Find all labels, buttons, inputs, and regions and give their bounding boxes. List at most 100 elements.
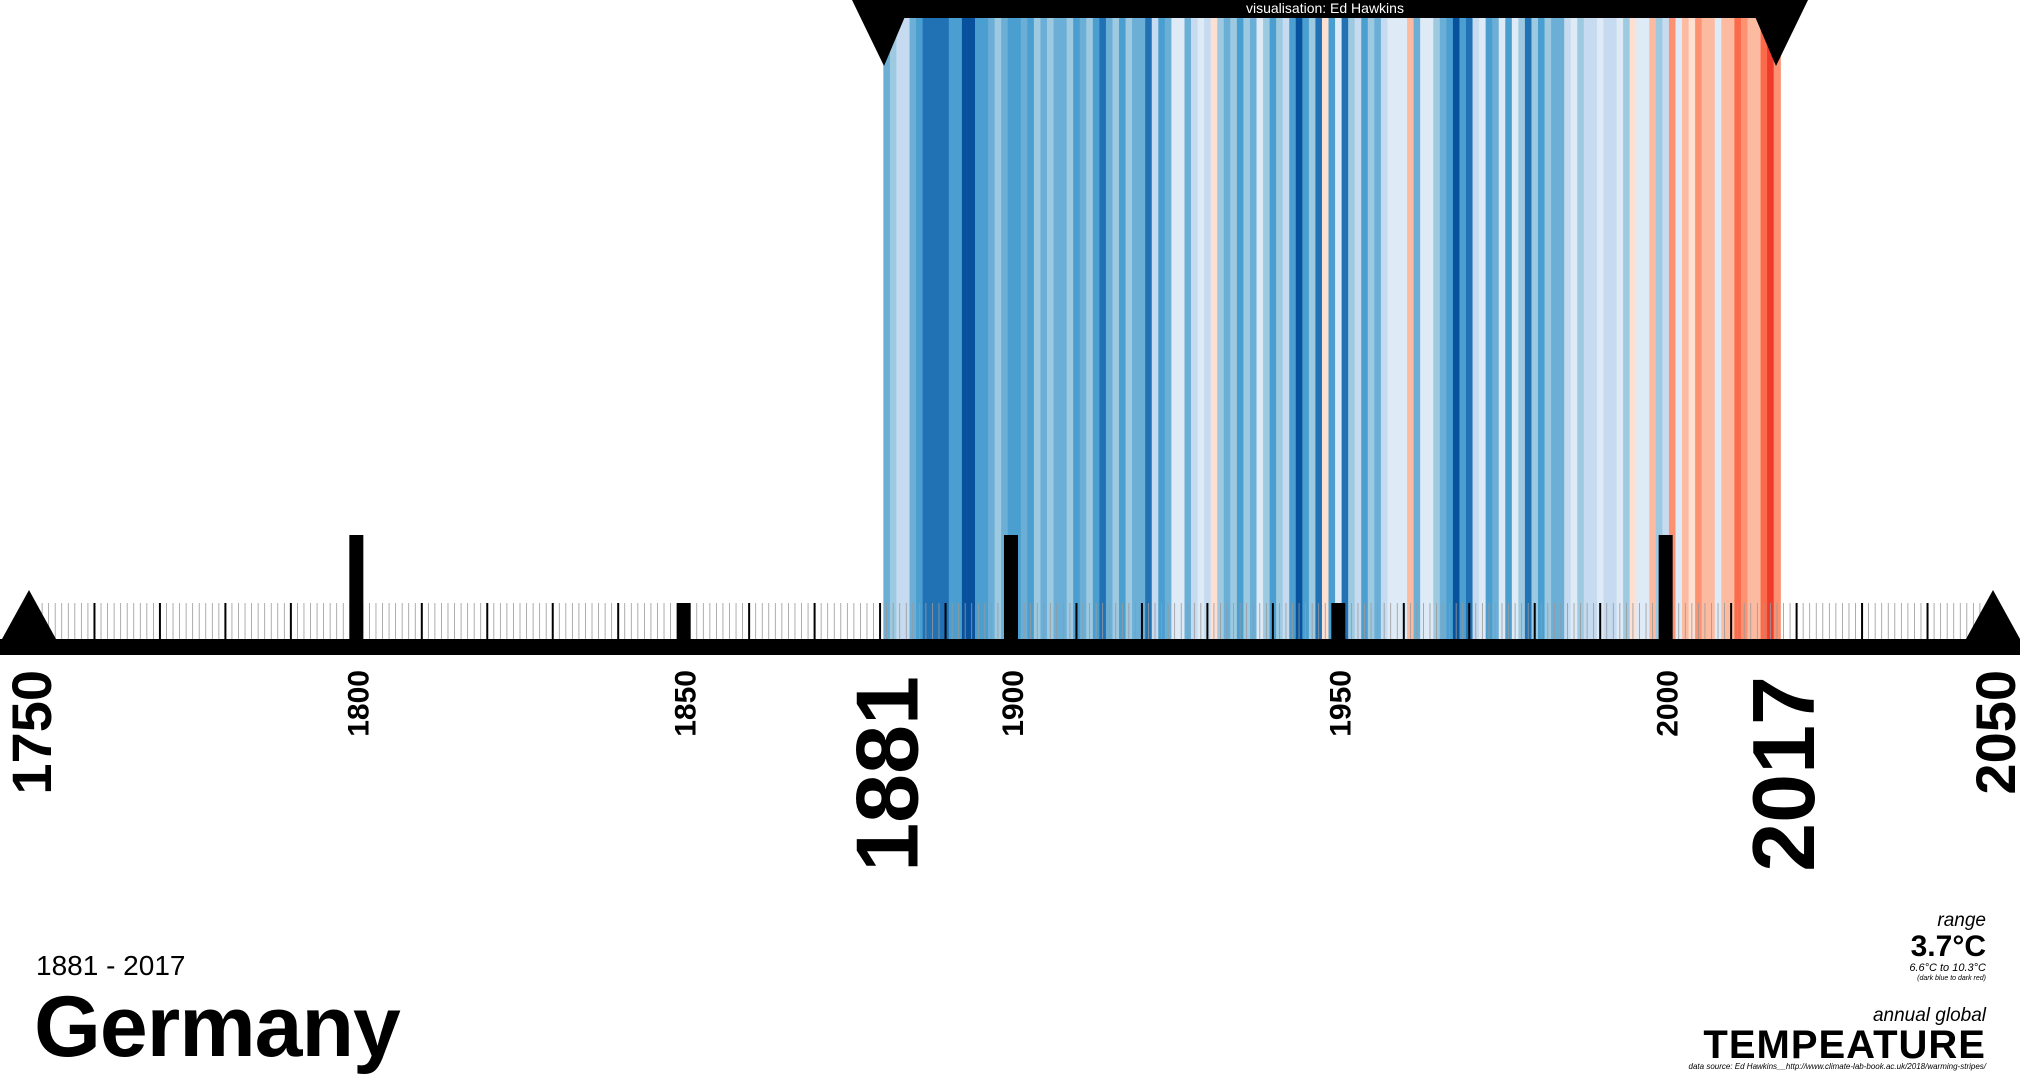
stripe-1975 [1498, 18, 1506, 639]
stripe-2015 [1760, 18, 1768, 639]
stripe-1981 [1538, 18, 1546, 639]
stripe-1921 [1145, 18, 1153, 639]
stripe-1912 [1086, 18, 1094, 639]
stripe-1885 [909, 18, 917, 639]
stripe-1980 [1531, 18, 1539, 639]
stripe-1974 [1492, 18, 1500, 639]
stripe-1918 [1125, 18, 1133, 639]
stripe-1901 [1014, 18, 1022, 639]
stripe-1992 [1610, 18, 1618, 639]
timeline-minor-ticks [35, 603, 1987, 639]
axis-start-arrow-icon [2, 590, 56, 639]
left-bracket-triangle [852, 0, 912, 66]
stripe-1947 [1315, 18, 1323, 639]
stripe-1931 [1210, 18, 1218, 639]
stripe-1963 [1420, 18, 1428, 639]
stripe-1932 [1217, 18, 1225, 639]
stripe-1897 [988, 18, 996, 639]
stripe-2007 [1708, 18, 1716, 639]
range-label: range [1937, 910, 1986, 931]
stripe-1904 [1033, 18, 1042, 639]
stripes-top-bar [852, 0, 1808, 18]
major-tick-1950 [1331, 603, 1346, 639]
stripe-2006 [1701, 18, 1709, 639]
timeline-decade-ticks [93, 603, 1929, 639]
stripe-1956 [1374, 18, 1382, 639]
stripe-1939 [1263, 18, 1271, 639]
stripe-1976 [1505, 18, 1513, 639]
stripe-1884 [902, 18, 911, 639]
stripe-1995 [1629, 18, 1637, 639]
stripe-1900 [1007, 18, 1015, 639]
data-end-year-label: 2017 [1734, 676, 1833, 872]
stripe-1967 [1446, 18, 1454, 639]
stripe-1943 [1289, 18, 1297, 639]
axis-start-label: 1750 [0, 670, 63, 795]
stripe-1917 [1119, 18, 1127, 639]
stripe-1948 [1321, 18, 1330, 639]
annual-global-label: annual global [1872, 1005, 1986, 1026]
stripe-1971 [1472, 18, 1480, 639]
stripe-1996 [1636, 18, 1644, 639]
stripe-1935 [1236, 18, 1245, 639]
data-source-note: data source: Ed Hawkins__http://www.clim… [1688, 1062, 1986, 1071]
stripe-1944 [1295, 18, 1303, 639]
stripe-1983 [1551, 18, 1559, 639]
metric-title: TEMPEATURE [1703, 1023, 1986, 1067]
stripe-1945 [1302, 18, 1310, 639]
stripe-1898 [994, 18, 1002, 639]
stripe-1934 [1230, 18, 1238, 639]
stripe-1883 [896, 18, 904, 639]
stripe-1999 [1655, 18, 1663, 639]
stripe-1957 [1380, 18, 1389, 639]
stripe-1896 [981, 18, 989, 639]
stripe-2014 [1754, 18, 1762, 639]
stripe-1959 [1393, 18, 1402, 639]
stripe-1902 [1020, 18, 1028, 639]
stripe-1952 [1348, 18, 1356, 639]
stripe-1916 [1112, 18, 1120, 639]
stripe-1966 [1439, 18, 1447, 639]
stripe-1949 [1328, 18, 1336, 639]
stripe-1994 [1623, 18, 1631, 639]
stripe-1910 [1073, 18, 1081, 639]
stripe-1950 [1335, 18, 1343, 639]
stripe-1924 [1164, 18, 1172, 639]
stripe-1922 [1151, 18, 1159, 639]
stripe-1886 [916, 18, 924, 639]
tick-label-1850: 1850 [670, 670, 703, 737]
tick-label-1800: 1800 [342, 670, 375, 737]
stripe-1979 [1524, 18, 1533, 639]
timeline-major-ticks [349, 535, 1673, 639]
stripe-2002 [1675, 18, 1683, 639]
stripe-1888 [929, 18, 937, 639]
stripe-1891 [948, 18, 956, 639]
stripe-2003 [1682, 18, 1690, 639]
stripe-1973 [1485, 18, 1493, 639]
stripe-1997 [1642, 18, 1650, 639]
stripe-1993 [1616, 18, 1624, 639]
stripe-1985 [1564, 18, 1572, 639]
major-tick-1900 [1004, 535, 1018, 639]
stripe-1919 [1132, 18, 1140, 639]
stripe-1907 [1053, 18, 1061, 639]
timeline-axis-line [0, 639, 2020, 655]
axis-end-label: 2050 [1964, 670, 2020, 795]
stripe-1984 [1557, 18, 1565, 639]
stripe-1969 [1459, 18, 1467, 639]
stripe-1899 [1001, 18, 1009, 639]
stripe-2012 [1740, 18, 1749, 639]
stripe-1920 [1138, 18, 1146, 639]
stripe-1951 [1341, 18, 1349, 639]
stripe-1895 [974, 18, 983, 639]
stripe-1991 [1603, 18, 1611, 639]
stripe-1889 [935, 18, 943, 639]
major-tick-1800 [349, 535, 364, 639]
stripe-1942 [1282, 18, 1290, 639]
stripe-1926 [1177, 18, 1186, 639]
stripe-1909 [1066, 18, 1074, 639]
stripe-1923 [1158, 18, 1166, 639]
major-tick-1850 [676, 603, 691, 639]
stripe-1930 [1204, 18, 1212, 639]
stripe-1933 [1223, 18, 1231, 639]
